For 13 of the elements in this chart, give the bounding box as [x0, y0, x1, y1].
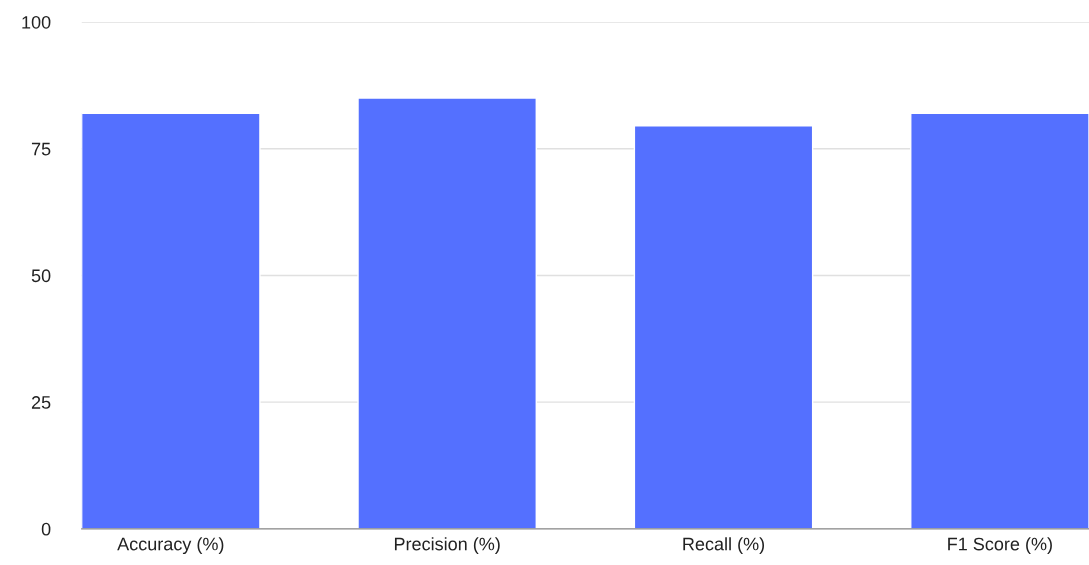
- x-tick-label: Recall (%): [683, 537, 765, 554]
- y-tick-label: 75: [31, 142, 51, 156]
- bar: [633, 125, 814, 529]
- x-tick-label: Precision (%): [394, 537, 500, 554]
- x-tick-label: Accuracy (%): [117, 537, 224, 554]
- bar: [357, 97, 537, 529]
- y-tick-label: 100: [22, 15, 51, 29]
- x-tick-label: F1 Score (%): [948, 537, 1052, 554]
- bar: [910, 112, 1089, 529]
- y-tick-label: 0: [41, 522, 51, 536]
- y-tick-label: 50: [31, 269, 51, 283]
- y-tick-label: 25: [31, 396, 51, 409]
- bar: [81, 112, 261, 529]
